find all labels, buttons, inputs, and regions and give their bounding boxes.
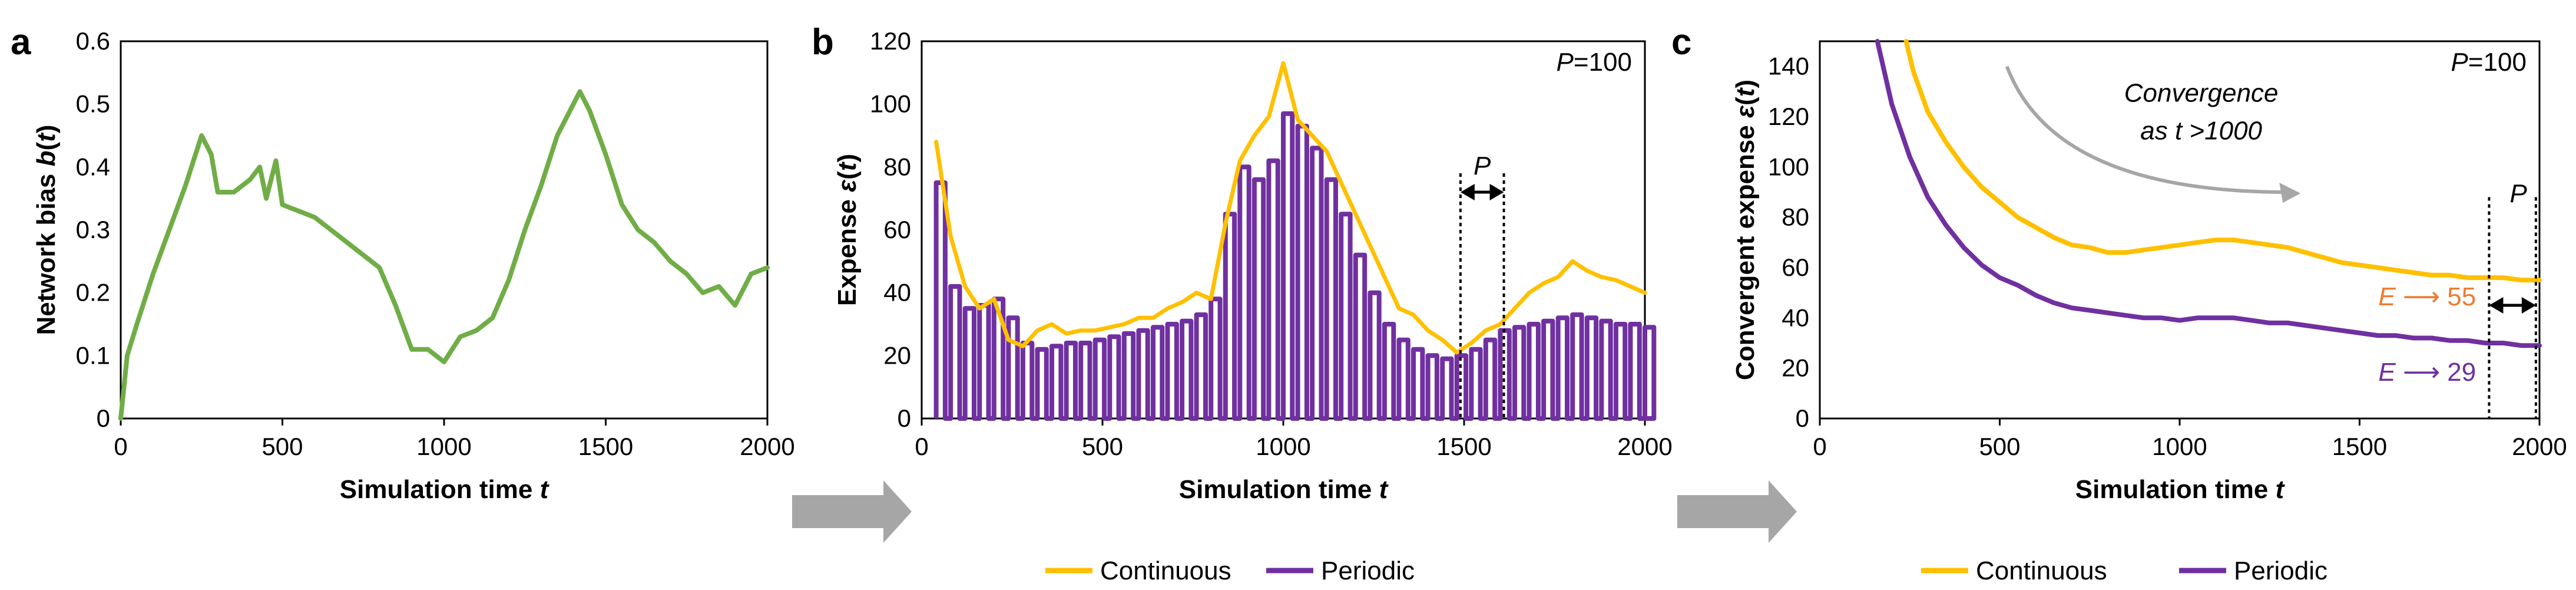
panel-b-chart: 0 20 40 60 80 100 120 0 500 1000 1500 2000 Simulatio…: [833, 27, 1673, 504]
y-axis-label: Expense ε(t): [833, 154, 862, 306]
panel-c-chart: 0 20 40 60 80 100 120 140 0 500 1000 1500 2000 Simula…: [1731, 39, 2567, 504]
y-tick-label: 0: [1796, 404, 1809, 432]
x-tick-label: 2000: [1617, 433, 1672, 460]
y-tick-label: 120: [1768, 103, 1809, 130]
y-axis-label: Convergent expense ε(t): [1731, 80, 1760, 380]
panel-label-b: b: [812, 22, 834, 62]
convergence-note-line1: Convergence: [2124, 78, 2279, 107]
legend-label-periodic: Periodic: [2234, 556, 2327, 585]
x-axis-label: Simulation time t: [340, 475, 550, 504]
period-arrowhead-right: [2521, 297, 2536, 314]
period-annotation: P=100: [2451, 48, 2527, 77]
y-tick-label: 0.2: [76, 279, 110, 306]
convergence-note-line2: as t >1000: [2140, 116, 2262, 145]
x-tick-label: 1000: [416, 433, 471, 460]
period-label: P: [1474, 151, 1491, 180]
y-tick-label: 0: [898, 404, 911, 432]
x-tick-label: 500: [261, 433, 303, 460]
y-tick-label: 140: [1768, 52, 1809, 80]
legend-panel-b: Continuous Periodic: [1045, 556, 1415, 585]
y-tick-label: 0.5: [76, 90, 110, 118]
y-axis-label: Network bias b(t): [32, 125, 61, 335]
x-axis-label: Simulation time t: [2075, 475, 2286, 504]
panel-a-chart: 0 0.1 0.2 0.3 0.4 0.5 0.6 0 500 1000 1500 2000 Simul…: [32, 27, 795, 504]
x-tick-label: 1500: [578, 433, 633, 460]
y-tick-label: 60: [883, 216, 911, 243]
series-line-periodic: [933, 111, 1657, 421]
x-tick-label: 2000: [2512, 433, 2567, 460]
convergence-arrow: [2005, 65, 2282, 194]
legend-label-periodic: Periodic: [1321, 556, 1415, 585]
y-tick-label: 100: [1768, 153, 1809, 180]
period-arrowhead-left: [2489, 297, 2504, 314]
x-axis-label: Simulation time t: [1179, 475, 1389, 504]
y-tick-label: 0.6: [76, 27, 110, 55]
limit-label-periodic: E ⟶ 29: [2378, 358, 2476, 387]
series-line-continuous: [1903, 39, 2542, 283]
x-tick-label: 0: [915, 433, 928, 460]
x-tick-label: 1500: [1436, 433, 1491, 460]
x-tick-label: 0: [1813, 433, 1826, 460]
x-tick-label: 1000: [1256, 433, 1310, 460]
y-tick-label: 100: [870, 90, 911, 118]
x-tick-label: 1500: [2332, 433, 2387, 460]
y-tick-label: 0.1: [76, 341, 110, 369]
y-tick-label: 60: [1782, 253, 1809, 281]
panel-label-c: c: [1671, 22, 1691, 62]
y-tick-label: 40: [883, 279, 911, 306]
flow-arrow-b-to-c: [1677, 480, 1797, 543]
period-arrowhead-right: [1489, 184, 1504, 200]
y-tick-label: 20: [1782, 354, 1809, 382]
legend-panel-c: Continuous Periodic: [1921, 556, 2327, 585]
period-arrowhead-left: [1460, 184, 1475, 200]
period-label: P: [2509, 179, 2527, 208]
y-tick-label: 0.4: [76, 153, 110, 180]
legend-label-continuous: Continuous: [1100, 556, 1231, 585]
y-tick-label: 20: [883, 341, 911, 369]
legend-label-continuous: Continuous: [1976, 556, 2107, 585]
y-tick-label: 0.3: [76, 216, 110, 243]
x-tick-label: 500: [1082, 433, 1123, 460]
y-tick-label: 0: [97, 404, 110, 432]
x-tick-label: 0: [114, 433, 127, 460]
period-annotation: P=100: [1557, 48, 1632, 77]
y-tick-label: 80: [883, 153, 911, 180]
series-line-periodic: [1875, 39, 2542, 348]
y-tick-label: 80: [1782, 203, 1809, 231]
convergence-arrowhead: [2279, 183, 2301, 203]
panel-label-a: a: [11, 22, 31, 62]
x-tick-label: 2000: [740, 433, 794, 460]
series-line-continuous: [934, 61, 1647, 355]
series-line-network-bias: [118, 89, 770, 421]
limit-label-continuous: E ⟶ 55: [2378, 282, 2476, 311]
x-tick-label: 1000: [2152, 433, 2207, 460]
y-tick-label: 120: [870, 27, 911, 55]
y-tick-label: 40: [1782, 304, 1809, 331]
flow-arrow-a-to-b: [792, 480, 912, 543]
x-tick-label: 500: [1979, 433, 2020, 460]
